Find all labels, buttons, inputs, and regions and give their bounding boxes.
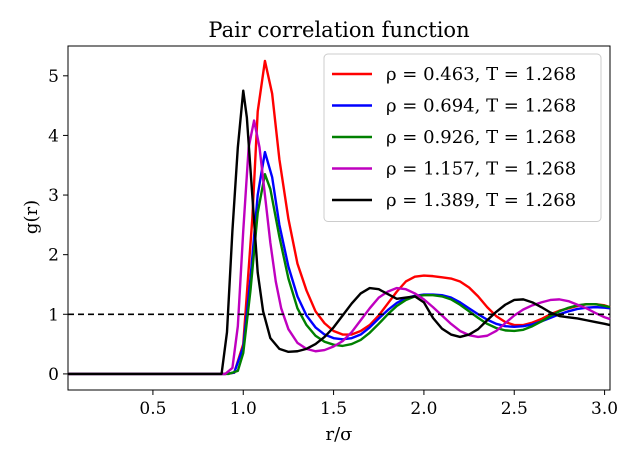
plot-area — [67, 45, 611, 391]
y-tick-label: 3 — [48, 186, 59, 206]
x-tick-label: 1.5 — [320, 399, 347, 419]
legend: ρ = 0.463, T = 1.268 ρ = 0.694, T = 1.268… — [323, 53, 602, 222]
series-line-3 — [68, 172, 611, 376]
legend-entry-label: ρ = 0.463, T = 1.268 — [386, 64, 576, 85]
y-tick-label: 2 — [48, 246, 59, 266]
y-axis: 0 1 2 3 4 5 — [48, 67, 68, 385]
x-tick-label: 1.0 — [230, 399, 257, 419]
legend-entry-label: ρ = 1.157, T = 1.268 — [386, 159, 576, 180]
x-tick-label: 2.0 — [410, 399, 437, 419]
x-tick-label: 3.0 — [591, 399, 618, 419]
y-tick-label: 1 — [48, 305, 59, 325]
y-tick-label: 5 — [48, 67, 59, 87]
chart-title: Pair correlation function — [208, 18, 469, 42]
x-axis-label: r/σ — [326, 424, 353, 445]
legend-entry-label: ρ = 0.694, T = 1.268 — [386, 96, 576, 117]
legend-entry-label: ρ = 0.926, T = 1.268 — [386, 127, 576, 148]
series-layer — [68, 59, 611, 376]
series-line-4 — [68, 119, 611, 376]
x-tick-label: 0.5 — [139, 399, 166, 419]
x-axis: 0.5 1.0 1.5 2.0 2.5 3.0 — [139, 390, 618, 419]
series-line-1 — [68, 59, 611, 376]
y-axis-label: g(r) — [21, 200, 42, 234]
y-tick-label: 0 — [48, 365, 59, 385]
legend-box — [323, 53, 602, 222]
legend-entry-label: ρ = 1.389, T = 1.268 — [386, 190, 576, 211]
x-tick-label: 2.5 — [501, 399, 528, 419]
plot-frame — [67, 45, 611, 391]
series-line-5 — [68, 89, 611, 376]
y-tick-label: 4 — [48, 126, 59, 146]
